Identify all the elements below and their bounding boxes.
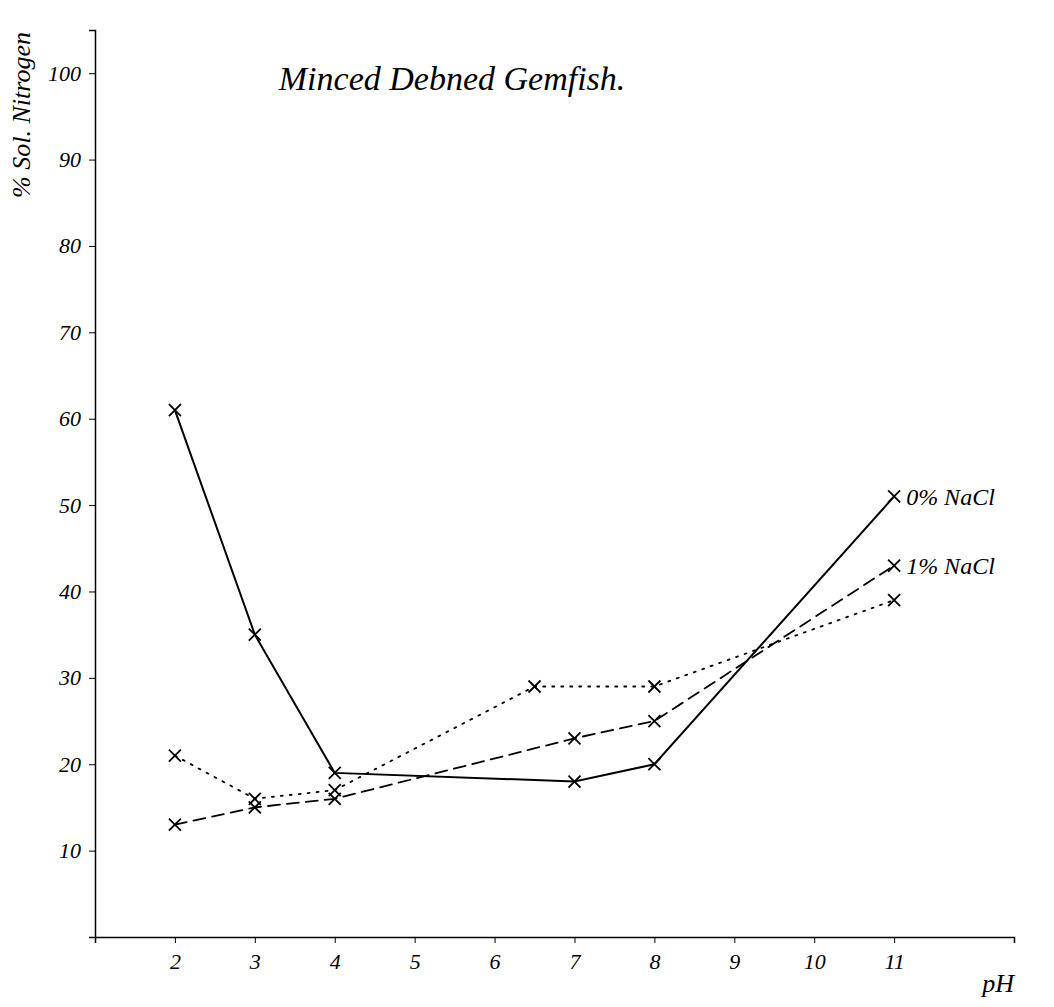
series-marker	[529, 680, 541, 692]
x-tick-label: 3	[249, 949, 261, 974]
series-line	[175, 566, 894, 825]
x-tick-mark	[495, 937, 496, 943]
series-marker	[648, 758, 660, 770]
y-tick-mark	[89, 505, 95, 506]
x-tick: 3	[249, 937, 261, 974]
y-tick-mark	[89, 851, 95, 852]
y-tick-label: 10	[59, 838, 81, 863]
y-axis-title: % Sol. Nitrogen	[7, 32, 36, 198]
series-marker	[568, 776, 580, 788]
series-marker	[648, 680, 660, 692]
x-tick-label: 4	[330, 949, 341, 974]
y-tick-mark	[89, 678, 95, 679]
series-marker	[169, 750, 181, 762]
y-tick: 30	[58, 665, 95, 690]
y-tick-mark	[89, 246, 95, 247]
x-tick-label: 10	[804, 949, 826, 974]
y-tick-mark	[89, 73, 95, 74]
y-tick-label: 90	[59, 147, 81, 172]
y-tick: 100	[48, 61, 95, 86]
x-tick: 11	[884, 937, 904, 974]
y-tick: 60	[59, 406, 95, 431]
x-tick-label: 2	[170, 949, 181, 974]
x-tick-mark	[654, 937, 655, 943]
y-tick: 10	[59, 838, 95, 863]
y-tick-label: 70	[59, 320, 81, 345]
y-tick-mark	[89, 332, 95, 333]
x-tick-label: 11	[884, 949, 904, 974]
y-tick-label: 30	[58, 665, 81, 690]
series-marker	[169, 819, 181, 831]
series-marker	[249, 629, 261, 641]
x-tick-mark	[574, 937, 575, 943]
series-line	[175, 600, 894, 799]
series-marker	[568, 732, 580, 744]
x-tick: 6	[490, 937, 501, 974]
y-tick: 20	[59, 752, 95, 777]
y-tick-label: 40	[59, 579, 81, 604]
chart-title: Minced Debned Gemfish.	[278, 60, 626, 97]
x-tick: 9	[729, 937, 740, 974]
y-tick-label: 80	[59, 233, 81, 258]
series-marker	[888, 490, 900, 502]
x-tick-mark	[255, 937, 256, 943]
y-tick-label: 20	[59, 752, 81, 777]
plot: 2 3 4 5 6 7 8 9 10 11 10 20 30 40 50 60 70 80 90 100 pH Mince…	[48, 31, 1015, 999]
y-tick: 50	[59, 493, 95, 518]
y-tick-label: 50	[59, 493, 81, 518]
y-tick-mark	[89, 419, 95, 420]
series-marker	[329, 767, 341, 779]
x-tick-mark	[894, 937, 895, 943]
marks	[169, 404, 900, 831]
x-tick-label: 8	[649, 949, 660, 974]
y-axis-line	[89, 31, 96, 938]
x-tick-label: 6	[490, 949, 501, 974]
x-tick-mark	[734, 937, 735, 943]
x-tick-label: 7	[569, 949, 581, 974]
series-marker	[888, 594, 900, 606]
y-axis: 10 20 30 40 50 60 70 80 90 100	[48, 31, 96, 938]
x-tick: 8	[649, 937, 660, 974]
y-tick-label: 100	[48, 61, 81, 86]
y-tick-mark	[89, 160, 95, 161]
y-tick-mark	[89, 764, 95, 765]
x-tick-mark	[175, 937, 176, 943]
x-tick-mark	[415, 937, 416, 943]
series-label: 1% NaCl	[906, 553, 995, 579]
series-label: 0% NaCl	[906, 484, 995, 510]
x-tick-mark	[814, 937, 815, 943]
y-tick: 80	[59, 233, 95, 258]
x-tick: 4	[330, 937, 341, 974]
series-marker	[888, 560, 900, 572]
series-marker	[329, 784, 341, 796]
y-tick-label: 60	[59, 406, 81, 431]
y-tick: 70	[59, 320, 95, 345]
series-marker	[249, 793, 261, 805]
series-marker	[648, 715, 660, 727]
x-tick: 7	[569, 937, 581, 974]
x-axis-line	[96, 938, 1015, 944]
series-line	[175, 410, 894, 781]
x-tick: 5	[410, 937, 421, 974]
x-tick: 2	[170, 937, 181, 974]
x-axis: 2 3 4 5 6 7 8 9 10 11	[96, 937, 1015, 974]
series-labels: 0% NaCl 1% NaCl	[906, 484, 995, 579]
chart: 2 3 4 5 6 7 8 9 10 11 10 20 30 40 50 60 70 80 90 100 pH Mince…	[0, 0, 1054, 1007]
x-tick-mark	[335, 937, 336, 943]
x-tick-label: 5	[410, 949, 421, 974]
series-marker	[169, 404, 181, 416]
x-tick-label: 9	[729, 949, 740, 974]
y-tick: 40	[59, 579, 95, 604]
x-tick: 10	[804, 937, 826, 974]
y-tick: 90	[59, 147, 95, 172]
y-tick-mark	[89, 591, 95, 592]
x-axis-title: pH	[980, 969, 1015, 998]
